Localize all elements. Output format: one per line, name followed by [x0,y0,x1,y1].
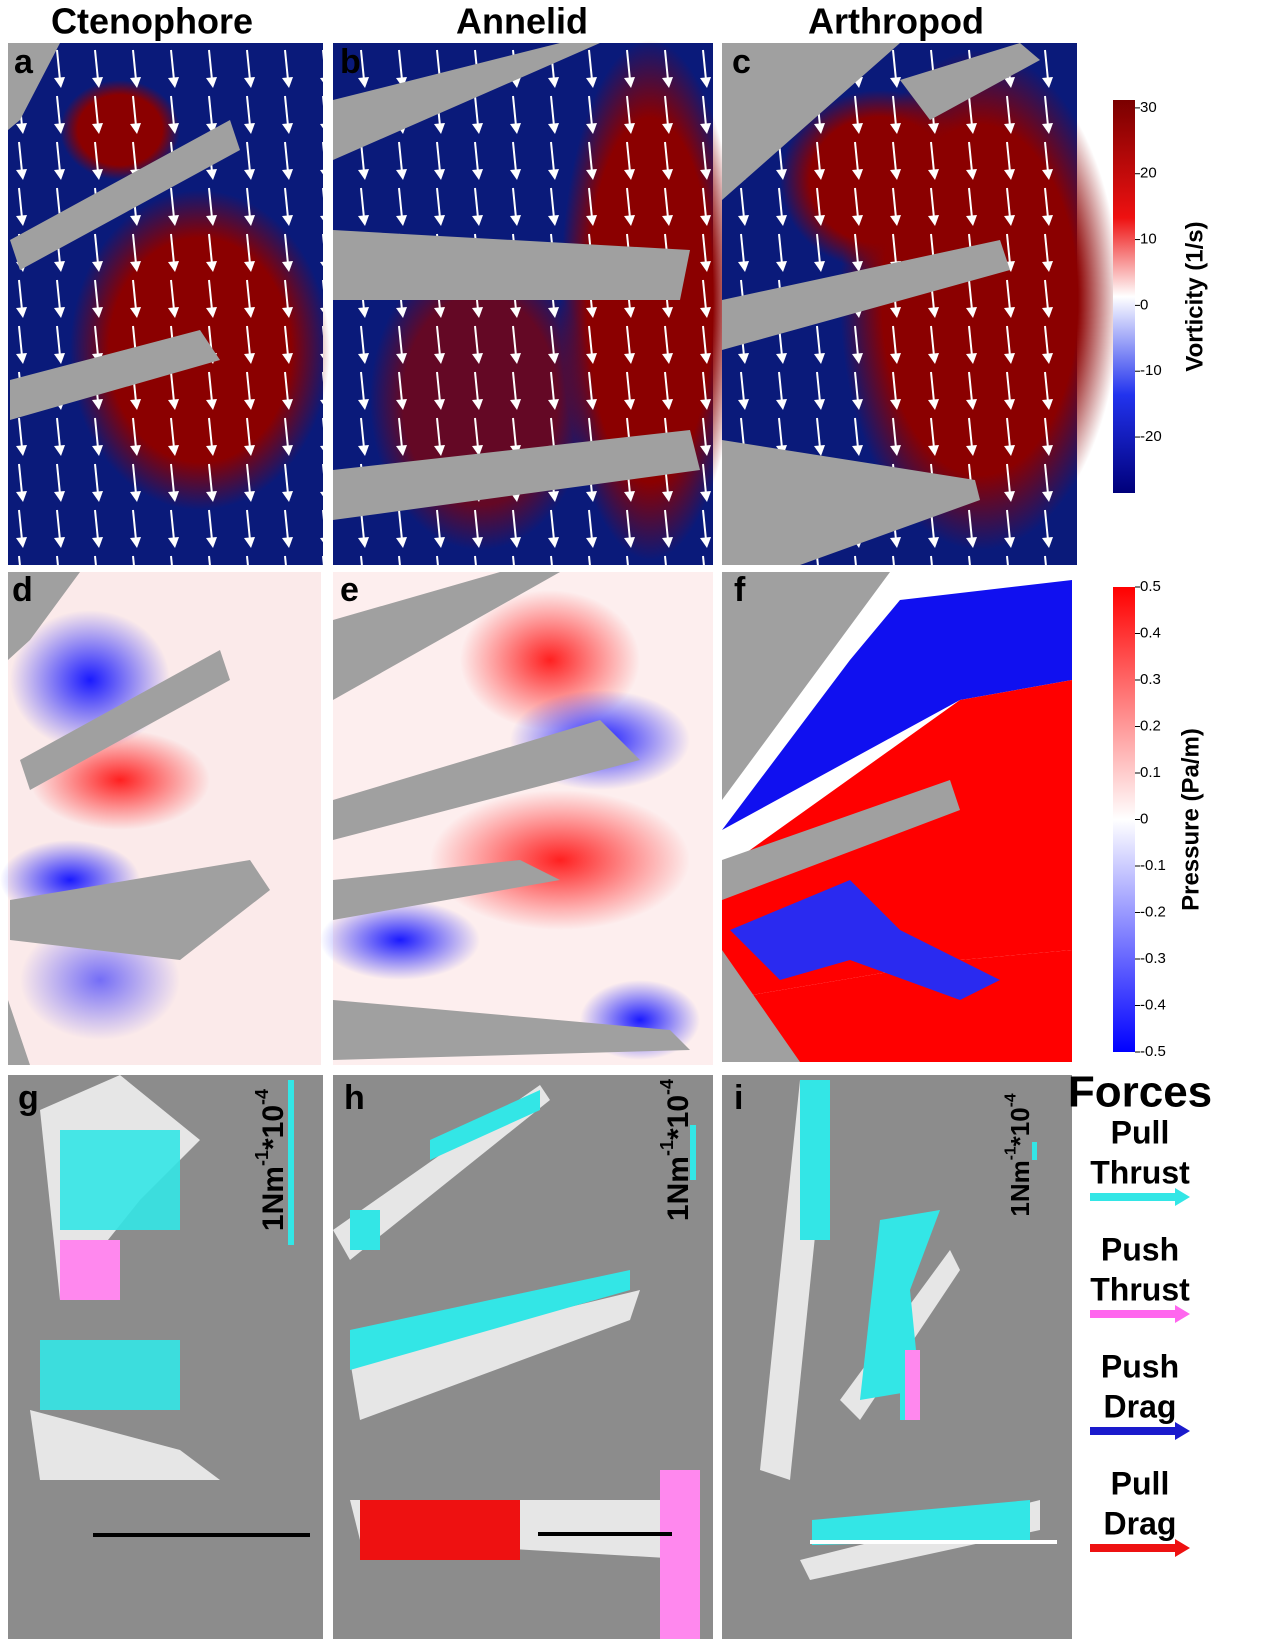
velocity-arrows [8,43,323,565]
scale-label-part: 1Nm [257,1166,290,1231]
legend-label: Thrust [1090,1271,1190,1307]
pressure-region [430,790,690,930]
colorbar-tick-label: 0.3 [1140,671,1161,688]
column-title: Arthropod [808,1,984,42]
pressure-panels [0,572,1072,1065]
force-arrows [660,1470,700,1639]
panel-letter: h [344,1079,365,1117]
colorbar-tick-label: 0 [1140,296,1148,313]
panel-letter: e [340,571,359,609]
scale-label-part: -4 [1003,1093,1020,1107]
legend-label: Push [1101,1231,1179,1267]
colorbars: 30 20 10 0 -10 -20 Vorticity (1/s) 0.5 0.4 0.3 0.2… [1113,99,1208,1060]
scale-label-part: -1 [1003,1146,1020,1160]
figure: Ctenophore Annelid Arthropod [0,0,1283,1639]
scale-label-part: *10 [257,1105,290,1150]
panel-letter: c [732,43,751,81]
column-title: Ctenophore [51,1,253,42]
column-title: Annelid [456,1,588,42]
vorticity-panels [8,40,1120,565]
scale-label-part: -4 [252,1089,272,1105]
colorbar-tick-label: 20 [1140,165,1157,182]
legend-title: Forces [1068,1068,1212,1117]
colorbar-label: Vorticity (1/s) [1181,221,1208,371]
colorbar [1113,100,1135,493]
scale-label-part: -1 [252,1150,272,1166]
scale-label-part: 1Nm [662,1156,695,1221]
panel-letter: a [14,43,34,81]
scale-label-part: *10 [1005,1107,1035,1146]
scale-label-part: -4 [657,1079,677,1095]
scale-label-part: -1 [657,1140,677,1156]
panel-letter: d [12,571,33,609]
colorbar-tick-label: 0.1 [1140,764,1161,781]
legend-label: Push [1101,1348,1179,1384]
legend-arrow [1090,1539,1190,1557]
colorbar-tick-label: -0.1 [1140,857,1166,874]
colorbar-tick-label: -20 [1140,428,1162,445]
legend-arrow [1090,1305,1190,1323]
panel-letter: i [734,1079,743,1117]
force-panels [8,1075,1072,1639]
colorbar-tick-label: 0.2 [1140,717,1161,734]
panel-letter: g [18,1079,39,1117]
colorbar-tick-label: -0.2 [1140,903,1166,920]
legend: ForcesPullThrustPushThrustPushDragPullDr… [1068,1068,1212,1557]
legend-label: Thrust [1090,1154,1190,1190]
colorbar-tick-label: -0.4 [1140,996,1166,1013]
colorbar-label: Pressure (Pa/m) [1177,728,1204,911]
legend-label: Pull [1111,1114,1170,1150]
colorbar-tick-label: 10 [1140,231,1157,248]
colorbar-tick-label: -0.5 [1140,1043,1166,1060]
force-arrows [360,1500,520,1560]
legend-arrow [1090,1422,1190,1440]
panel-letter: f [734,571,746,609]
column-titles: Ctenophore Annelid Arthropod [51,1,984,42]
colorbar-tick-label: 0 [1140,810,1148,827]
force-arrows [905,1350,920,1420]
force-arrows [60,1240,120,1300]
colorbar-tick-label: 0.5 [1140,578,1161,595]
legend-arrow [1090,1188,1190,1206]
panel-letter: b [340,43,361,81]
legend-label: Pull [1111,1465,1170,1501]
colorbar-tick-label: 30 [1140,99,1157,116]
scale-label-part: *10 [662,1095,695,1140]
legend-label: Drag [1104,1505,1177,1541]
scale-label-part: 1Nm [1005,1160,1035,1216]
colorbar-tick-label: -10 [1140,362,1162,379]
colorbar [1113,587,1135,1052]
colorbar-tick-label: -0.3 [1140,950,1166,967]
colorbar-tick-label: 0.4 [1140,624,1161,641]
legend-label: Drag [1104,1388,1177,1424]
